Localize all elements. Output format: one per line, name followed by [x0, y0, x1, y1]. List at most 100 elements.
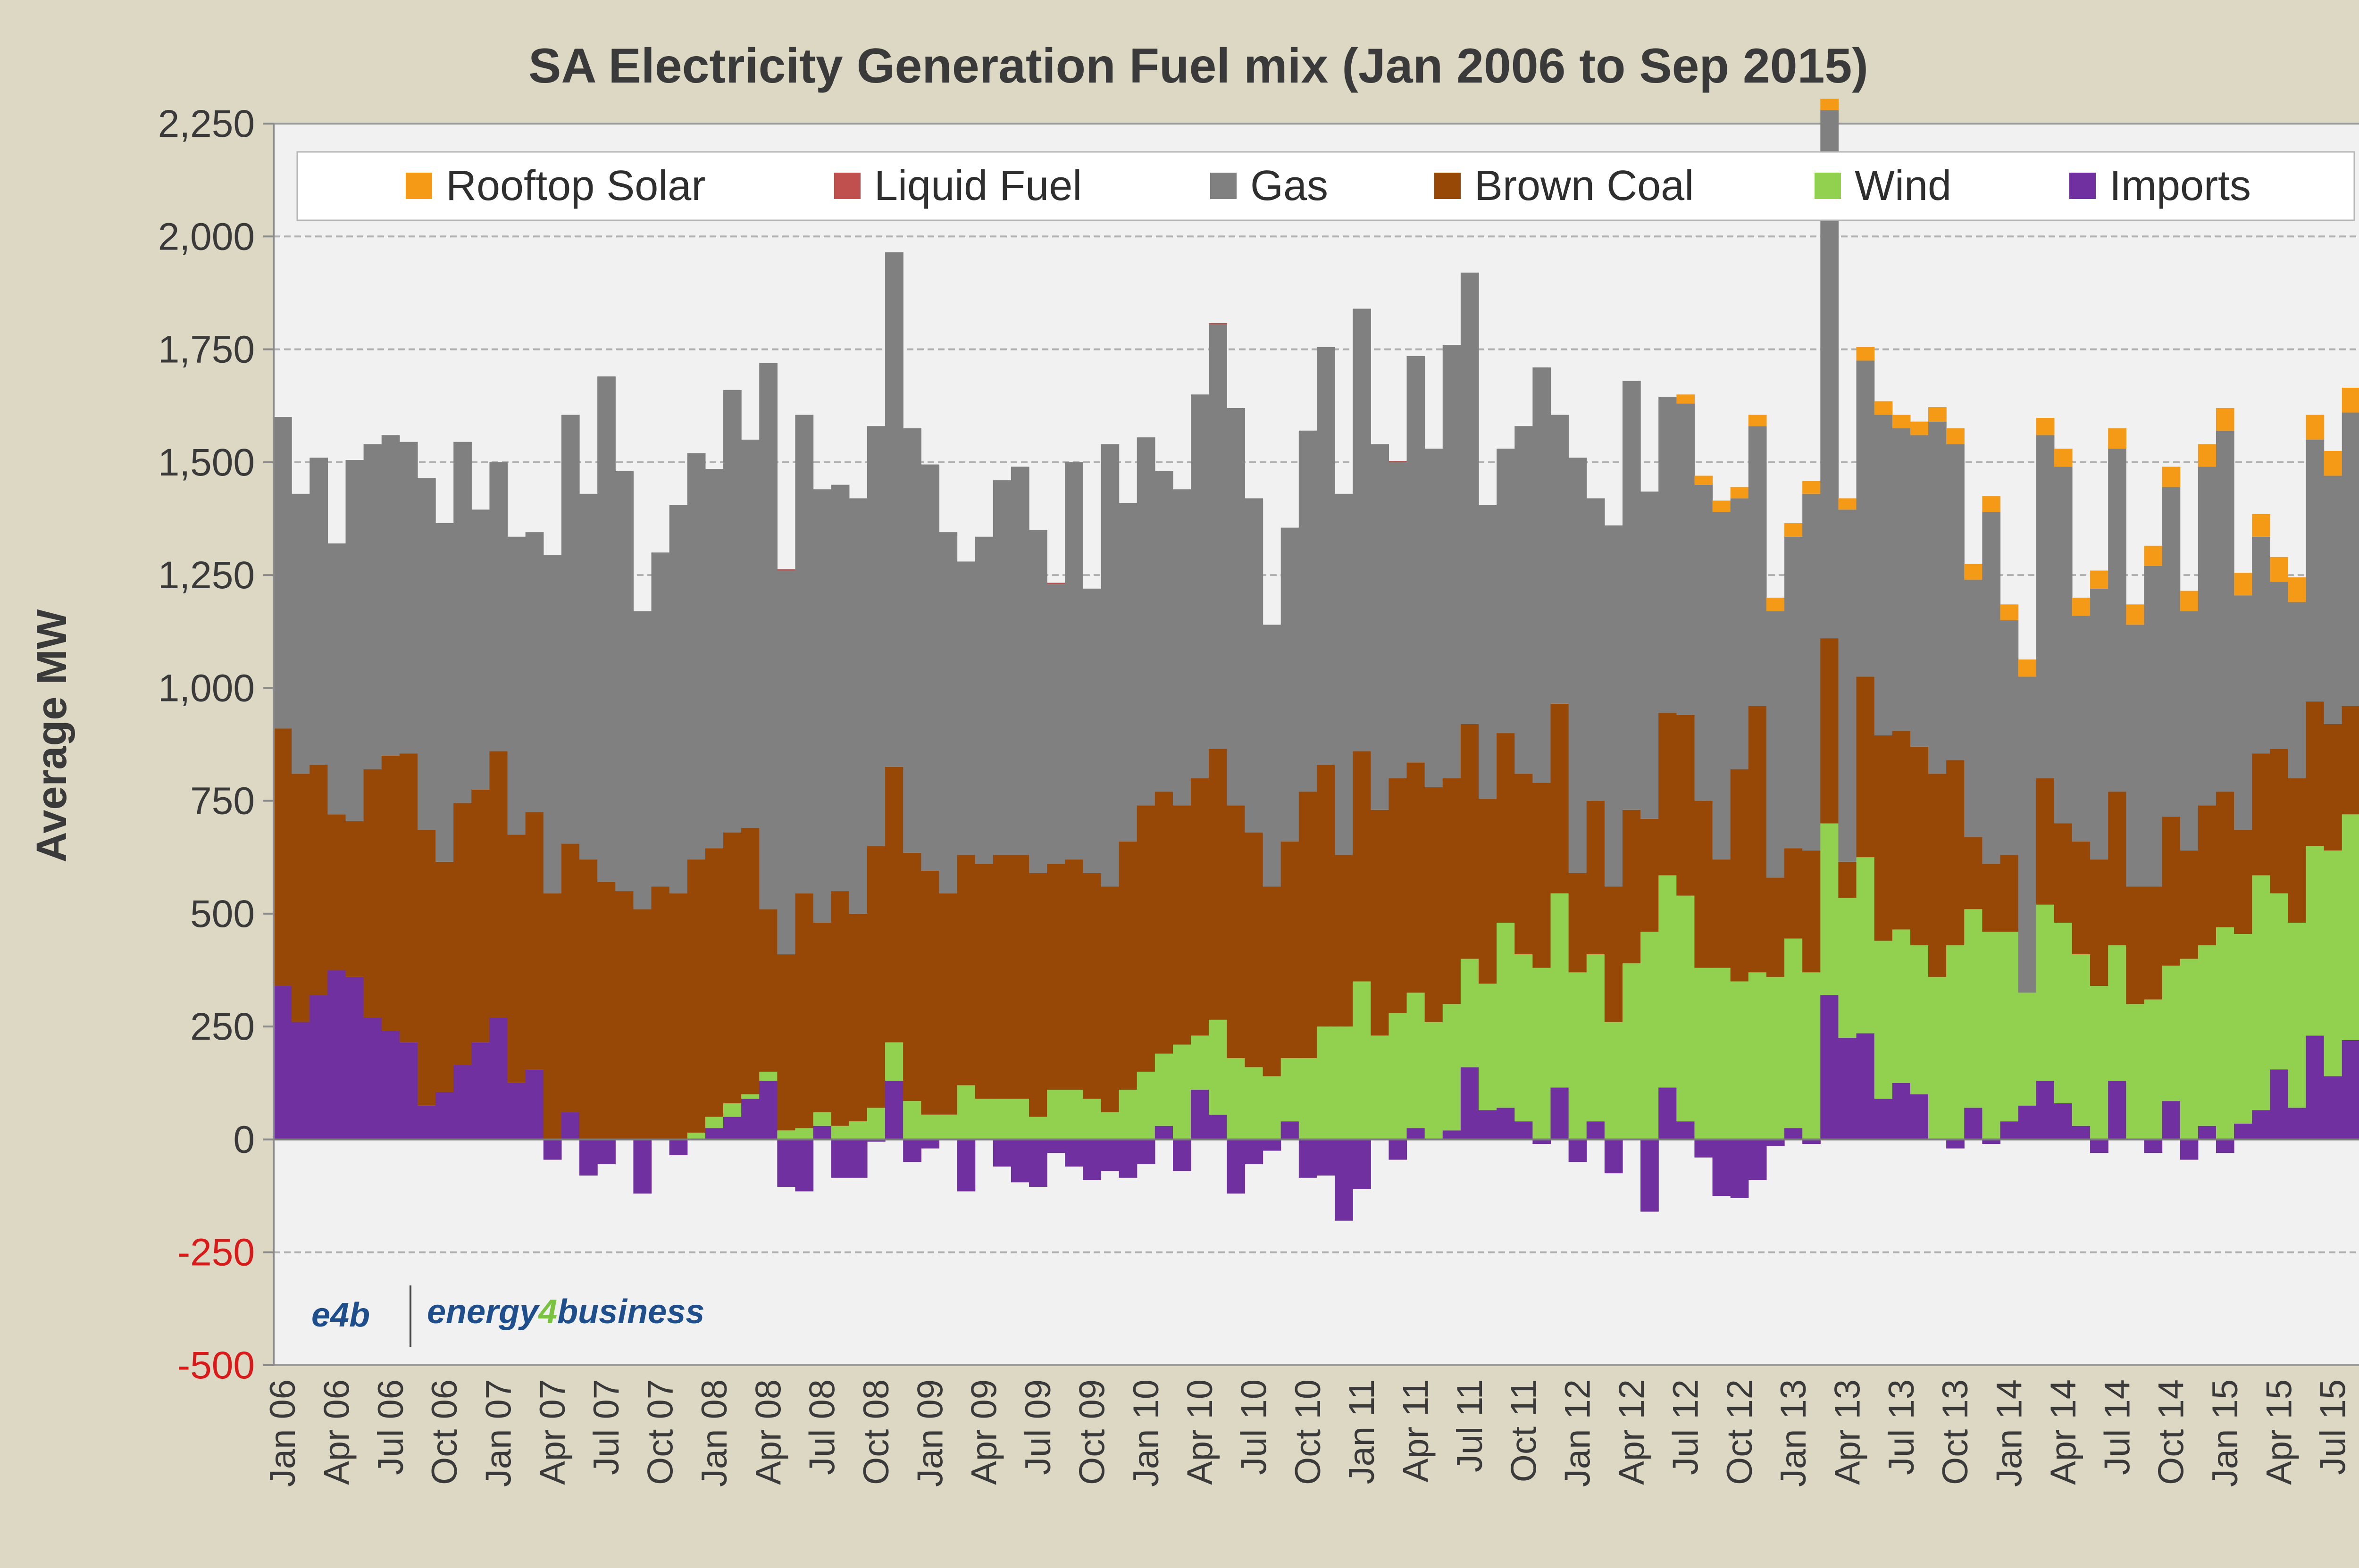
bar-rooftop-solar: [1982, 496, 2001, 512]
bar-gas: [2180, 611, 2199, 851]
bar-brown-coal: [1316, 765, 1335, 1027]
bar-rooftop-solar: [1676, 394, 1695, 404]
bar-brown-coal: [2000, 855, 2019, 932]
bar-gas: [1029, 530, 1047, 873]
bar-brown-coal: [2180, 850, 2199, 959]
bar-brown-coal: [2090, 859, 2108, 986]
bar-imports: [867, 1139, 886, 1142]
bar-imports: [1748, 1139, 1767, 1180]
bar-imports: [1676, 1121, 1695, 1140]
bar-gas: [1694, 484, 1713, 801]
bar-imports: [453, 1065, 472, 1140]
bar-brown-coal: [471, 789, 490, 1043]
x-tick-label: Jan 11: [1342, 1379, 1382, 1485]
bar-gas: [1802, 493, 1821, 851]
bar-gas: [1011, 467, 1029, 855]
bar-wind: [1245, 1067, 1263, 1140]
bar-imports: [1172, 1139, 1191, 1171]
bar-wind: [957, 1085, 976, 1140]
bar-wind: [1820, 823, 1839, 995]
bar-brown-coal: [903, 852, 921, 1101]
bar-imports: [633, 1139, 652, 1194]
bar-gas: [1316, 347, 1335, 765]
bar-brown-coal: [957, 855, 976, 1085]
bar-gas: [777, 570, 796, 955]
bar-wind: [705, 1117, 724, 1128]
bar-rooftop-solar: [1730, 487, 1749, 499]
bar-wind: [1748, 972, 1767, 1140]
bar-gas: [1119, 502, 1138, 842]
legend-label: Imports: [2109, 162, 2251, 209]
bar-gas: [525, 532, 544, 812]
bar-wind: [2108, 945, 2126, 1081]
bar-brown-coal: [1137, 805, 1155, 1072]
bar-imports: [723, 1117, 742, 1140]
bar-imports: [1838, 1038, 1857, 1140]
bar-wind: [1676, 895, 1695, 1122]
bar-gas: [1766, 611, 1785, 878]
bar-imports: [2234, 1123, 2252, 1140]
bar-imports: [1065, 1139, 1083, 1167]
legend-label: Rooftop Solar: [446, 162, 705, 209]
bar-imports: [2342, 1040, 2359, 1140]
bar-wind: [2072, 954, 2091, 1126]
x-tick-label: Oct 08: [856, 1379, 896, 1485]
x-tick-label: Apr 07: [533, 1379, 573, 1485]
legend-label: Liquid Fuel: [874, 162, 1082, 209]
bar-brown-coal: [1802, 850, 1821, 973]
bar-gas: [1065, 462, 1083, 860]
bar-brown-coal: [1191, 778, 1209, 1036]
bar-gas: [2018, 676, 2037, 993]
axes: [263, 123, 2359, 1366]
bar-imports: [2270, 1069, 2288, 1140]
bar-imports: [310, 995, 328, 1140]
bar-brown-coal: [993, 855, 1012, 1099]
y-axis-label: Average MW: [28, 609, 75, 863]
bar-gas: [507, 536, 526, 835]
bar-wind: [1640, 932, 1659, 1140]
bar-wind: [831, 1126, 850, 1140]
bar-rooftop-solar: [2108, 428, 2126, 449]
bar-imports: [1766, 1139, 1785, 1146]
bar-brown-coal: [327, 814, 346, 970]
bar-wind: [921, 1114, 940, 1140]
x-tick-label: Apr 14: [2043, 1379, 2083, 1485]
bar-wind: [777, 1130, 796, 1140]
bar-wind: [1424, 1022, 1443, 1140]
bar-gas: [1371, 444, 1389, 810]
bar-wind: [1712, 967, 1731, 1140]
bar-imports: [1658, 1087, 1677, 1140]
bar-gas: [903, 428, 921, 853]
bar-brown-coal: [579, 859, 598, 1140]
bar-gas: [1622, 381, 1641, 810]
bar-brown-coal: [417, 830, 436, 1106]
bar-wind: [1658, 875, 1677, 1088]
bar-imports: [507, 1083, 526, 1140]
brand-name-part2: business: [557, 1293, 704, 1331]
bars: [274, 99, 2359, 1221]
bar-brown-coal: [1083, 873, 1102, 1099]
bar-wind: [2126, 1004, 2145, 1140]
bar-imports: [381, 1031, 400, 1140]
x-tick-label: Oct 09: [1072, 1379, 1112, 1485]
bar-brown-coal: [1712, 859, 1731, 968]
x-tick-label: Oct 13: [1935, 1379, 1975, 1485]
bar-brown-coal: [345, 821, 364, 977]
bar-wind: [1874, 941, 1893, 1099]
bar-imports: [831, 1139, 850, 1178]
x-tick-label: Jul 10: [1234, 1379, 1274, 1475]
bar-rooftop-solar: [2054, 449, 2073, 467]
bar-brown-coal: [1335, 855, 1353, 1027]
bar-wind: [2252, 875, 2270, 1110]
bar-wind: [1047, 1090, 1065, 1140]
brand-logo: e4b energy4business: [311, 1285, 704, 1347]
bar-wind: [1497, 923, 1515, 1108]
bar-wind: [975, 1099, 994, 1140]
bar-gas: [597, 376, 616, 882]
bar-gas: [2054, 467, 2073, 824]
bar-brown-coal: [310, 765, 328, 995]
bar-gas: [993, 480, 1012, 855]
bar-wind: [1065, 1090, 1083, 1140]
bar-rooftop-solar: [2288, 577, 2307, 602]
bar-imports: [1137, 1139, 1155, 1165]
